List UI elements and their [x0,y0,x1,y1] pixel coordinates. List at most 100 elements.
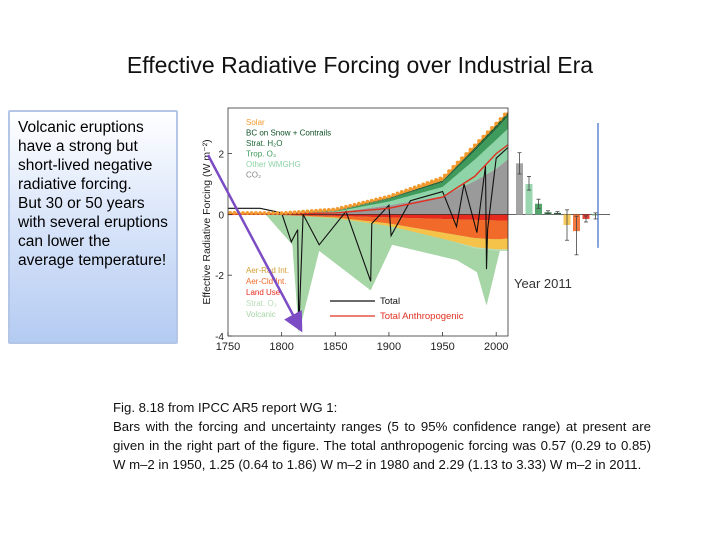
x-tick-label: 1950 [430,341,454,353]
bar-2011 [525,184,533,215]
pointer-arrow [206,154,303,333]
solar-marker [498,117,503,121]
solar-marker [339,205,344,210]
legend-lower-item: Aer-Cld Int. [246,277,286,286]
solar-marker [399,190,404,194]
x-tick-label: 1750 [216,341,240,353]
solar-marker [361,200,366,205]
solar-marker [395,191,400,196]
solar-marker [348,203,353,208]
legend-upper-item: Solar [246,118,265,127]
legend-lower-item: Aer-Rad Int. [246,266,289,275]
caption-source: Fig. 8.18 from IPCC AR5 report WG 1: [113,400,338,415]
solar-marker [412,185,417,190]
solar-marker [477,139,481,143]
y-tick-label: -4 [215,332,224,343]
solar-marker [408,187,413,191]
legend-lower-item: Volcanic [246,310,276,319]
solar-marker [344,204,348,209]
solar-marker [464,152,469,156]
legend-upper-item: Strat. H₂O [246,139,282,148]
legend-upper-item: Trop. O₃ [246,150,276,159]
y-tick-label: -2 [215,271,224,282]
legend-lower-item: Land Use [246,288,281,297]
x-tick-label: 2000 [484,341,508,353]
solar-marker [417,184,421,188]
y-axis-label: Effective Radiative Forcing (W m⁻²) [201,139,213,304]
callout-line-2: But 30 or 50 years with several eruption… [18,195,168,269]
y-tick-label: 2 [218,150,224,161]
caption-body: Bars with the forcing and uncertainty ra… [113,419,651,472]
solar-marker [228,210,233,215]
x-tick-label: 1800 [269,341,293,353]
bar-2011 [516,163,523,215]
area-aer-rad-int- [228,214,508,250]
solar-marker [485,130,490,135]
solar-marker [378,196,383,201]
callout-box: Volcanic eruptions have a strong but sho… [8,110,178,344]
solar-marker [309,209,314,213]
solar-marker [318,208,323,213]
solar-marker [249,211,254,215]
solar-marker [429,179,434,184]
solar-marker [494,121,499,126]
solar-marker [382,195,387,200]
solar-marker [391,193,396,197]
solar-marker [421,182,426,187]
solar-marker [258,211,263,215]
legend-upper-item: CO₂ [246,171,261,180]
solar-marker [232,211,237,215]
line-legend-label: Total [380,296,400,307]
legend-upper-item: Other WMGHG [246,160,301,169]
area-co- [228,159,508,215]
slide-title: Effective Radiative Forcing over Industr… [126,52,594,78]
solar-marker [404,188,408,193]
solar-marker [502,112,507,117]
plot-frame [227,107,509,337]
solar-marker [335,206,340,211]
solar-marker [314,208,318,213]
area-aer-cld-int- [228,214,508,240]
solar-marker [284,210,288,215]
solar-marker [253,211,258,215]
year-2011-label: Year 2011 [514,276,572,291]
solar-marker [288,210,293,215]
solar-marker [292,210,297,215]
x-tick-label: 1850 [323,341,347,353]
solar-marker [438,176,443,181]
solar-marker [271,211,275,216]
solar-marker [434,177,439,182]
solar-marker [352,202,357,207]
legend-lower-item: Strat. O₃ [246,299,277,308]
solar-marker [262,211,267,215]
solar-marker [442,173,447,178]
solar-marker [387,194,391,199]
solar-marker [451,164,456,169]
solar-marker [468,147,473,152]
solar-marker [326,207,331,212]
line-total [228,147,509,330]
solar-marker [365,199,370,204]
solar-marker [322,208,327,213]
solar-marker [481,134,486,139]
y-tick-label: 0 [218,210,224,221]
solar-marker [425,180,430,185]
solar-marker [301,209,305,214]
solar-marker [266,211,271,216]
area-land-use [228,214,508,221]
solar-marker [279,211,284,216]
solar-marker [455,160,460,165]
x-tick-label: 1900 [377,341,401,353]
bar-2011 [535,203,542,215]
solar-marker [275,211,280,216]
figure-caption: Fig. 8.18 from IPCC AR5 report WG 1: Bar… [113,398,651,474]
callout-line-1: Volcanic eruptions have a strong but sho… [18,119,153,193]
solar-marker [472,143,477,148]
solar-marker [374,197,378,202]
solar-marker [459,156,464,161]
solar-marker [241,211,245,215]
solar-marker [305,209,310,214]
solar-marker [245,211,250,215]
solar-marker [356,201,361,206]
